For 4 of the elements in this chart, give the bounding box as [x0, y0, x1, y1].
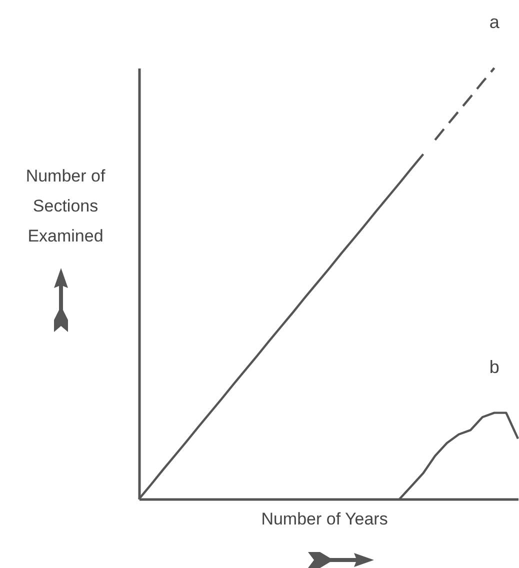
x-axis-title: Number of Years	[261, 510, 388, 528]
series-label: b	[489, 356, 500, 377]
y-axis-title: Number of Sections Examined	[26, 166, 106, 246]
text: a	[489, 12, 500, 32]
